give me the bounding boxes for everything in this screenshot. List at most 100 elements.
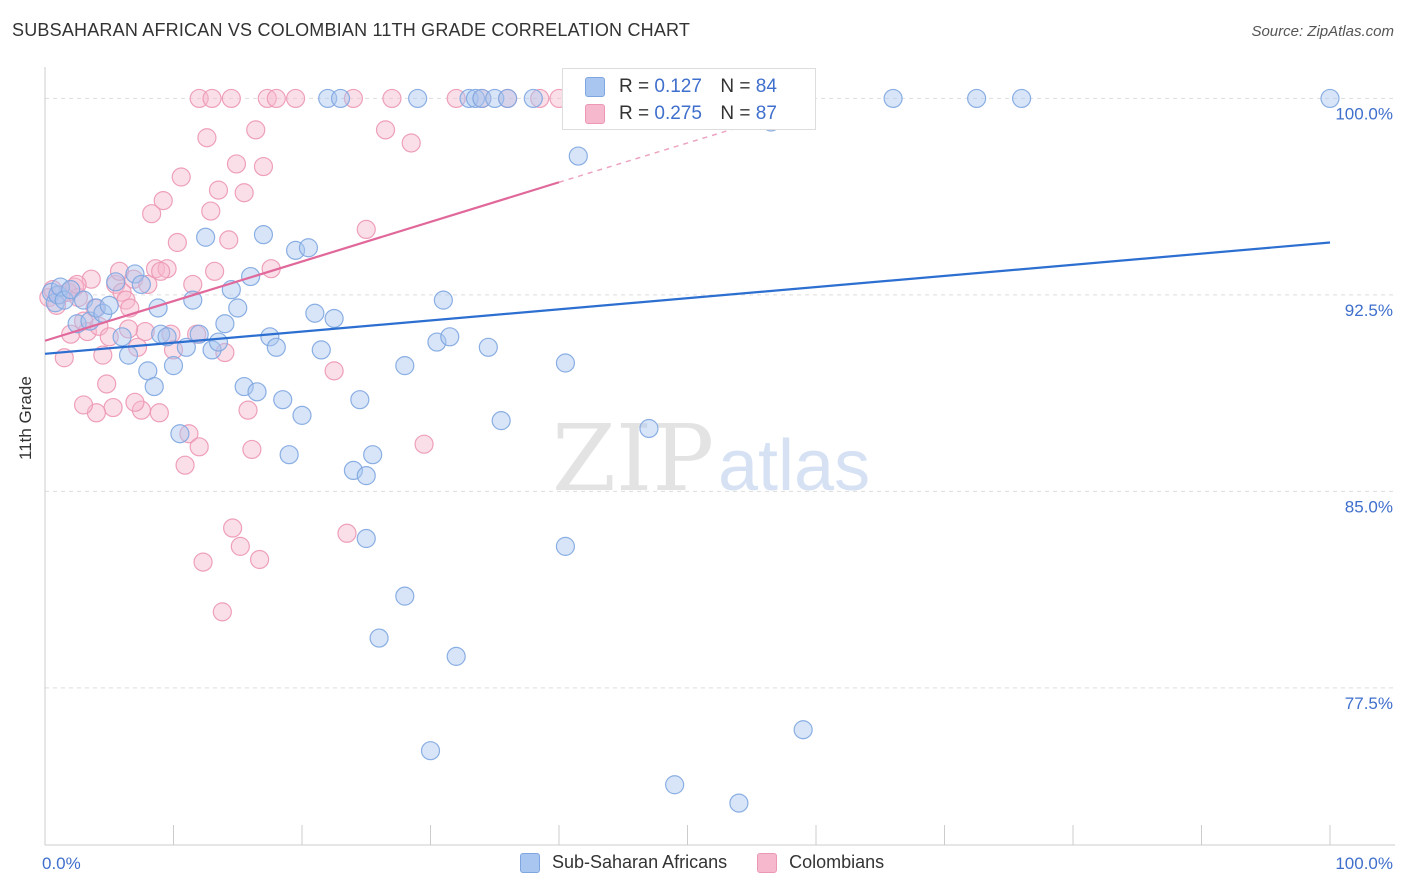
subsaharan-point (363, 445, 383, 465)
colombian-point (266, 88, 286, 109)
n-label: N = (720, 76, 751, 97)
colombian-point (208, 180, 229, 200)
subsaharan-point (260, 327, 280, 347)
subsaharan-point (967, 88, 987, 109)
colombian-point (201, 201, 221, 221)
n-value: 84 (755, 76, 777, 97)
colombian-point (324, 361, 344, 381)
axes-layer (44, 67, 1395, 846)
subsaharan-point (48, 285, 68, 305)
stats-row-colombian: R = 0.275 N = 87 (585, 101, 777, 127)
colombian-point (221, 88, 241, 109)
subsaharan-point (144, 376, 164, 397)
subsaharan-point (292, 405, 312, 425)
subsaharan-point (298, 238, 319, 258)
subsaharan-point (202, 340, 222, 360)
colombian-point (61, 324, 81, 344)
subsaharan-point (665, 775, 685, 795)
colombian-point (230, 536, 250, 556)
subsaharan-point (215, 314, 235, 334)
labels-layer: 77.5% 85.0% 92.5% 100.0% 0.0% 100.0% (42, 104, 1393, 873)
subsaharan-trendline (44, 241, 1331, 355)
colombian-point (530, 88, 550, 109)
subsaharan-point (356, 528, 376, 549)
x-tick-label-max: 100.0% (1335, 854, 1393, 873)
subsaharan-point (408, 88, 428, 109)
y-tick-label: 77.5% (1345, 694, 1393, 713)
subsaharan-point (555, 353, 576, 373)
colombian-point (223, 518, 243, 538)
subsaharan-point (465, 88, 486, 109)
colombian-point (375, 120, 396, 140)
subsaharan-point (446, 646, 466, 666)
subsaharan-point (420, 741, 441, 761)
subsaharan-point (729, 793, 749, 813)
watermark-zip: ZIP (552, 405, 714, 512)
subsaharan-point (440, 327, 460, 347)
subsaharan-point (1320, 88, 1340, 109)
colombian-point (212, 602, 232, 622)
y-axis-label: 11th Grade (16, 376, 35, 460)
colombian-point (205, 261, 225, 281)
subsaharan-point (311, 340, 331, 360)
n-label: N = (720, 103, 751, 124)
subsaharan-point (883, 88, 903, 109)
colombian-point (103, 397, 123, 418)
subsaharan-point (343, 460, 363, 481)
y-tick-label: 92.5% (1345, 301, 1393, 320)
subsaharan-point (279, 445, 299, 465)
x-tick-label-min: 0.0% (42, 854, 81, 873)
legend-label: Sub-Saharan Africans (552, 852, 728, 872)
colombian-point (125, 392, 145, 412)
colombian-point (97, 374, 117, 394)
subsaharan-point (330, 88, 351, 109)
subsaharan-point (478, 337, 498, 357)
colombian-point (238, 400, 258, 420)
y-tick-label: 100.0% (1335, 104, 1393, 123)
subsaharan-point (395, 356, 415, 376)
subsaharan-point (324, 308, 344, 329)
colombian-point (226, 154, 247, 174)
subsaharan-point (170, 424, 190, 444)
subsaharan-point (118, 345, 139, 365)
subsaharan-point (427, 332, 447, 352)
colombian-point (197, 128, 217, 148)
legend-item-colombian[interactable]: Colombians (757, 852, 884, 873)
legend-item-subsaharan[interactable]: Sub-Saharan Africans (520, 852, 727, 873)
colombian-point (219, 230, 239, 250)
legend-label: Colombians (789, 852, 885, 872)
colombian-point (73, 395, 94, 415)
subsaharan-point (196, 227, 216, 247)
colombian-point (167, 232, 187, 253)
colombian-point (138, 274, 158, 295)
legend-swatch-pink (757, 852, 778, 873)
subsaharan-point (253, 225, 274, 245)
colombian-point (242, 439, 262, 460)
subsaharan-point (793, 720, 813, 740)
subsaharan-point (228, 298, 248, 318)
subsaharan-point (491, 411, 511, 431)
colombian-point (153, 190, 173, 211)
colombian-point (93, 345, 113, 365)
colombian-point (356, 219, 376, 240)
r-label: R = (619, 76, 650, 97)
subsaharan-point (112, 327, 132, 347)
r-label: R = (619, 103, 650, 124)
colombian-point (149, 403, 169, 423)
colombian-point (249, 549, 270, 570)
subsaharan-point (273, 390, 293, 410)
subsaharan-point (189, 324, 209, 344)
colombian-trendline (44, 181, 560, 342)
r-value: 0.127 (654, 76, 702, 97)
colombian-point (193, 552, 213, 572)
colombian-point (382, 88, 402, 109)
subsaharan-point (54, 290, 74, 310)
subsaharan-swatch (585, 77, 605, 97)
subsaharan-point (61, 280, 81, 300)
watermark-atlas: atlas (718, 426, 870, 506)
watermark: ZIP atlas (552, 405, 870, 512)
subsaharan-point (234, 376, 254, 397)
colombian-point (118, 319, 139, 339)
r-value: 0.275 (654, 103, 702, 124)
